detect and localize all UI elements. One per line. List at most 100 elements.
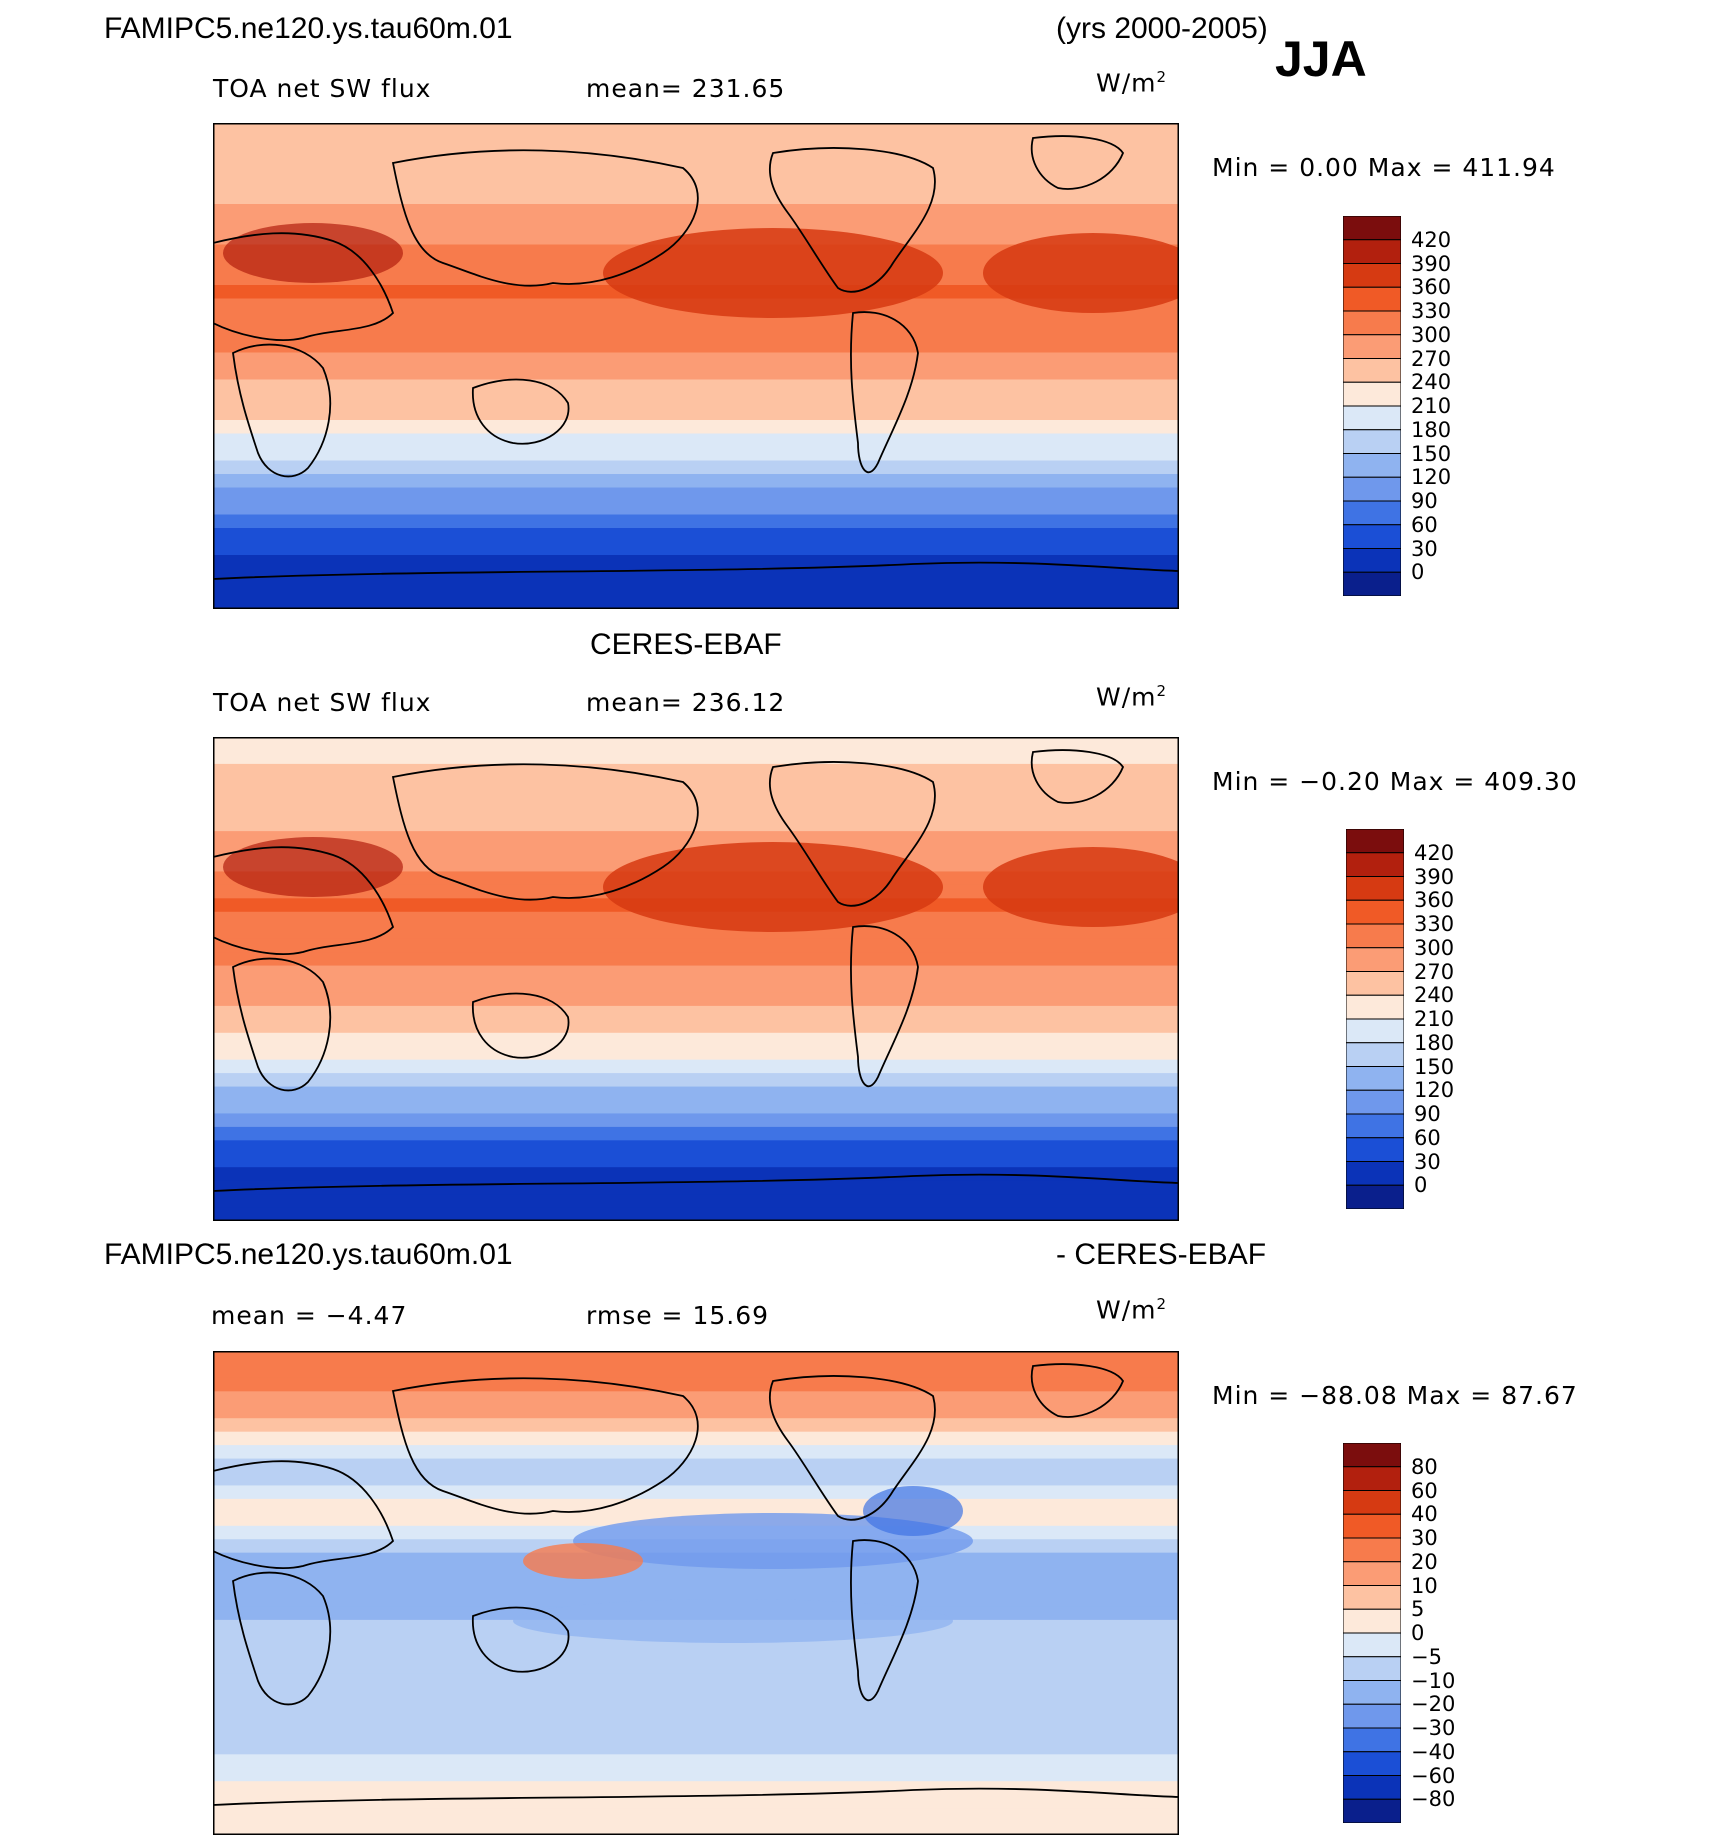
map-band xyxy=(603,228,943,318)
map-band xyxy=(223,837,403,897)
map-band xyxy=(213,1687,1179,1702)
colorbar-swatch xyxy=(1343,216,1401,241)
colorbar-tick-label: 180 xyxy=(1411,417,1452,442)
colorbar-swatch xyxy=(1346,1042,1404,1067)
map-band xyxy=(213,831,1179,846)
colorbar-tick-label: 390 xyxy=(1411,251,1452,276)
map-band xyxy=(213,487,1179,502)
colorbar-tick-label: −5 xyxy=(1411,1644,1442,1669)
colorbar-tick-label: 10 xyxy=(1411,1573,1438,1598)
diff-title-left: FAMIPC5.ne120.ys.tau60m.01 xyxy=(104,1238,513,1271)
colorbar-swatch xyxy=(1346,829,1404,854)
colorbar-tick-label: 210 xyxy=(1414,1007,1455,1031)
map-band xyxy=(213,163,1179,178)
colorbar-tick-label: 330 xyxy=(1411,299,1452,323)
colorbar-swatch xyxy=(1343,1775,1401,1800)
map-band xyxy=(213,925,1179,940)
colorbar-swatch xyxy=(1346,923,1404,949)
map-panel-2 xyxy=(213,737,1179,1221)
minmax-label-3: Min = −88.08 Max = 87.67 xyxy=(1212,1381,1578,1410)
map-band xyxy=(213,447,1179,462)
minmax-label-2: Min = −0.20 Max = 409.30 xyxy=(1212,767,1578,796)
coastline xyxy=(213,561,1179,580)
map-frame xyxy=(213,737,1179,1221)
coastline xyxy=(769,147,936,293)
map-band xyxy=(213,1472,1179,1487)
map-frame xyxy=(213,123,1179,609)
colorbar-tick-label: 420 xyxy=(1411,227,1452,252)
map-band xyxy=(213,1673,1179,1688)
map-band xyxy=(213,979,1179,994)
coastline xyxy=(391,1377,699,1515)
map-band xyxy=(213,1727,1179,1742)
coastline xyxy=(850,311,919,474)
colorbar-swatch xyxy=(1343,1632,1401,1658)
colorbar-tick-label: 120 xyxy=(1411,465,1452,490)
colorbar-swatch xyxy=(1346,1161,1404,1186)
map-band xyxy=(603,842,943,932)
map-band xyxy=(213,1754,1179,1769)
colorbar-tick-label: 120 xyxy=(1414,1078,1455,1103)
coastline xyxy=(769,761,936,907)
map-band xyxy=(213,804,1179,819)
map-band xyxy=(213,1498,1179,1513)
colorbar-tick-label: 40 xyxy=(1411,1502,1438,1527)
colorbar-tick-label: −20 xyxy=(1411,1692,1456,1717)
coastlines xyxy=(213,135,1179,580)
map-band xyxy=(213,1167,1179,1182)
map-band xyxy=(213,938,1179,953)
colorbar-tick-label: 60 xyxy=(1411,512,1438,537)
colorbar-swatch xyxy=(1343,429,1401,454)
coastline xyxy=(391,763,699,901)
variable-label-1: TOA net SW flux xyxy=(213,74,432,103)
colorbar-swatch xyxy=(1343,1751,1401,1776)
map-band xyxy=(213,1660,1179,1675)
map-band xyxy=(213,136,1179,151)
map-band xyxy=(983,233,1179,313)
map-panel-3 xyxy=(213,1351,1179,1835)
colorbar-swatch xyxy=(1343,1727,1401,1753)
map-band xyxy=(213,1140,1179,1155)
colorbar-swatch xyxy=(1343,1585,1401,1610)
mean-label-2: mean= 236.12 xyxy=(586,688,786,717)
colorbar-swatch xyxy=(1343,1561,1401,1586)
colorbar-tick-label: 300 xyxy=(1414,935,1455,960)
colorbar-tick-label: 210 xyxy=(1411,394,1452,418)
map-band xyxy=(513,1599,953,1643)
map-band xyxy=(213,1700,1179,1715)
map-band xyxy=(213,1113,1179,1128)
colorbar-swatch xyxy=(1343,548,1401,573)
map-band xyxy=(213,1808,1179,1823)
colorbar-tick-label: 30 xyxy=(1414,1149,1441,1174)
map-band xyxy=(213,1153,1179,1168)
rmse-label-3: rmse = 15.69 xyxy=(586,1301,770,1330)
minmax-label-1: Min = 0.00 Max = 411.94 xyxy=(1212,153,1556,182)
map-band xyxy=(213,1032,1179,1047)
colorbar-1 xyxy=(1343,216,1401,596)
mean-label-3: mean = −4.47 xyxy=(211,1301,408,1330)
colorbar-tick-label: 150 xyxy=(1414,1054,1455,1079)
colorbar-tick-label: 360 xyxy=(1411,275,1452,300)
map-band xyxy=(213,750,1179,765)
colorbar-swatch xyxy=(1346,899,1404,925)
map-band xyxy=(213,1059,1179,1074)
map-band xyxy=(863,1486,963,1536)
map-band xyxy=(213,541,1179,556)
units-label-3: W/m2 xyxy=(1096,1295,1168,1325)
colorbar-swatch xyxy=(1343,1466,1401,1491)
map-band xyxy=(213,1566,1179,1581)
map-band xyxy=(983,847,1179,927)
map-panel-1 xyxy=(213,123,1179,609)
colorbar-swatch xyxy=(1343,405,1401,431)
colorbar-swatch xyxy=(1346,994,1404,1020)
map-band xyxy=(213,339,1179,354)
map-band xyxy=(213,1458,1179,1473)
colorbar-tick-label: 20 xyxy=(1411,1549,1438,1574)
colorbar-tick-label: 5 xyxy=(1411,1597,1425,1622)
coastlines xyxy=(213,1363,1179,1806)
units-label-2: W/m2 xyxy=(1096,682,1168,712)
map-band xyxy=(213,190,1179,205)
map-band xyxy=(213,1445,1179,1460)
coastline xyxy=(472,1606,570,1673)
colorbar-tick-label: 0 xyxy=(1411,1621,1425,1645)
